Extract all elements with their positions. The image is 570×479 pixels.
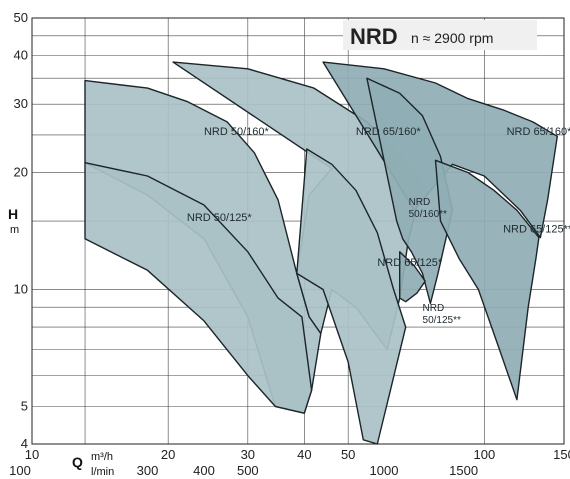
zone-nrd-50-125 xyxy=(399,251,426,303)
y-tick-label: 10 xyxy=(14,281,28,296)
x-tick-label: 100 xyxy=(473,447,495,462)
zone-label: NRD 65/160** xyxy=(507,126,570,138)
zone-label: NRD xyxy=(423,303,445,314)
y-axis-label: H xyxy=(8,206,18,222)
y-tick-label: 5 xyxy=(21,398,28,413)
x-tick-label: 150 xyxy=(553,447,570,462)
x-axis-label: Q xyxy=(72,454,83,470)
plot-border xyxy=(31,17,565,445)
x-tick-labels-secondary: 100 300 400 500 1000 1500 xyxy=(9,463,478,478)
x-tick-label-lmin: 400 xyxy=(193,463,215,478)
y-tick-label: 4 xyxy=(21,436,28,451)
zone-nrd-50-160 xyxy=(366,77,454,305)
x-tick-label-lmin: 500 xyxy=(237,463,259,478)
y-tick-label: 50 xyxy=(14,10,28,25)
chart-subtitle: n ≈ 2900 rpm xyxy=(411,30,493,46)
x-tick-label: 40 xyxy=(297,447,311,462)
x-tick-label: 20 xyxy=(161,447,175,462)
zones xyxy=(84,61,558,445)
zone-label: NRD 65/125** xyxy=(503,224,570,236)
x-axis-unit-primary: m³/h xyxy=(91,451,113,463)
x-tick-label-lmin: 300 xyxy=(137,463,159,478)
zone-label: 50/125** xyxy=(423,315,461,326)
zone-label: NRD 50/160* xyxy=(204,126,270,138)
x-tick-label-lmin: 1000 xyxy=(370,463,399,478)
zone-label: NRD 65/160* xyxy=(356,126,422,138)
zone-nrd-65-125 xyxy=(296,148,407,445)
x-tick-label-lmin: 1500 xyxy=(449,463,478,478)
y-tick-label: 30 xyxy=(14,96,28,111)
zone-nrd-65-125 xyxy=(434,159,540,401)
x-axis-unit-secondary: l/min xyxy=(91,466,114,478)
zone-label: 50/160** xyxy=(409,209,447,220)
y-tick-label: 40 xyxy=(14,48,28,63)
y-tick-labels: 4 5 10 20 30 40 50 xyxy=(14,10,28,451)
zone-label: NRD xyxy=(409,197,431,208)
x-tick-label-lmin: 100 xyxy=(9,463,31,478)
zone-label: NRD 50/125* xyxy=(187,212,253,224)
x-tick-label: 50 xyxy=(341,447,355,462)
chart-title: NRD xyxy=(350,24,398,49)
x-tick-label: 30 xyxy=(241,447,255,462)
zone-labels: NRD 50/160* NRD 50/125* NRD 65/160* NRD 65/… xyxy=(187,126,570,326)
title-box xyxy=(343,20,537,50)
y-axis-unit: m xyxy=(10,224,19,236)
zone-label: NRD 65/125* xyxy=(377,257,443,269)
zone-nrd-50-125 xyxy=(84,162,313,414)
y-tick-label: 20 xyxy=(14,165,28,180)
x-tick-label: 10 xyxy=(25,447,39,462)
x-tick-labels-primary: 10 20 30 40 50 100 150 xyxy=(25,447,570,462)
